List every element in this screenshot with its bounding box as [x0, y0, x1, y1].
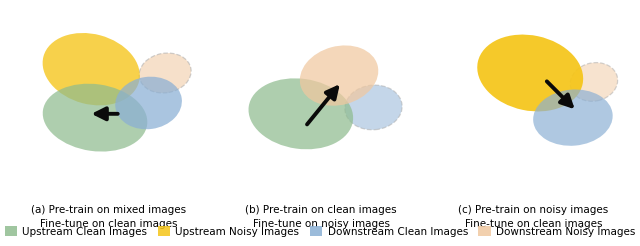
Text: (c) Pre-train on noisy images
Fine-tune on clean images: (c) Pre-train on noisy images Fine-tune …: [458, 205, 609, 229]
Ellipse shape: [115, 77, 182, 129]
Ellipse shape: [570, 62, 618, 101]
Ellipse shape: [300, 46, 378, 106]
Legend: Upstream Clean Images, Upstream Noisy Images, Downstream Clean Images, Downstrea: Upstream Clean Images, Upstream Noisy Im…: [1, 222, 639, 241]
Ellipse shape: [139, 53, 191, 93]
Ellipse shape: [43, 84, 147, 152]
Ellipse shape: [477, 35, 583, 111]
Ellipse shape: [248, 78, 353, 149]
Text: (b) Pre-train on clean images
Fine-tune on noisy images: (b) Pre-train on clean images Fine-tune …: [245, 205, 397, 229]
Ellipse shape: [345, 85, 402, 130]
Text: (a) Pre-train on mixed images
Fine-tune on clean images: (a) Pre-train on mixed images Fine-tune …: [31, 205, 187, 229]
Ellipse shape: [533, 90, 612, 146]
Ellipse shape: [43, 33, 140, 105]
